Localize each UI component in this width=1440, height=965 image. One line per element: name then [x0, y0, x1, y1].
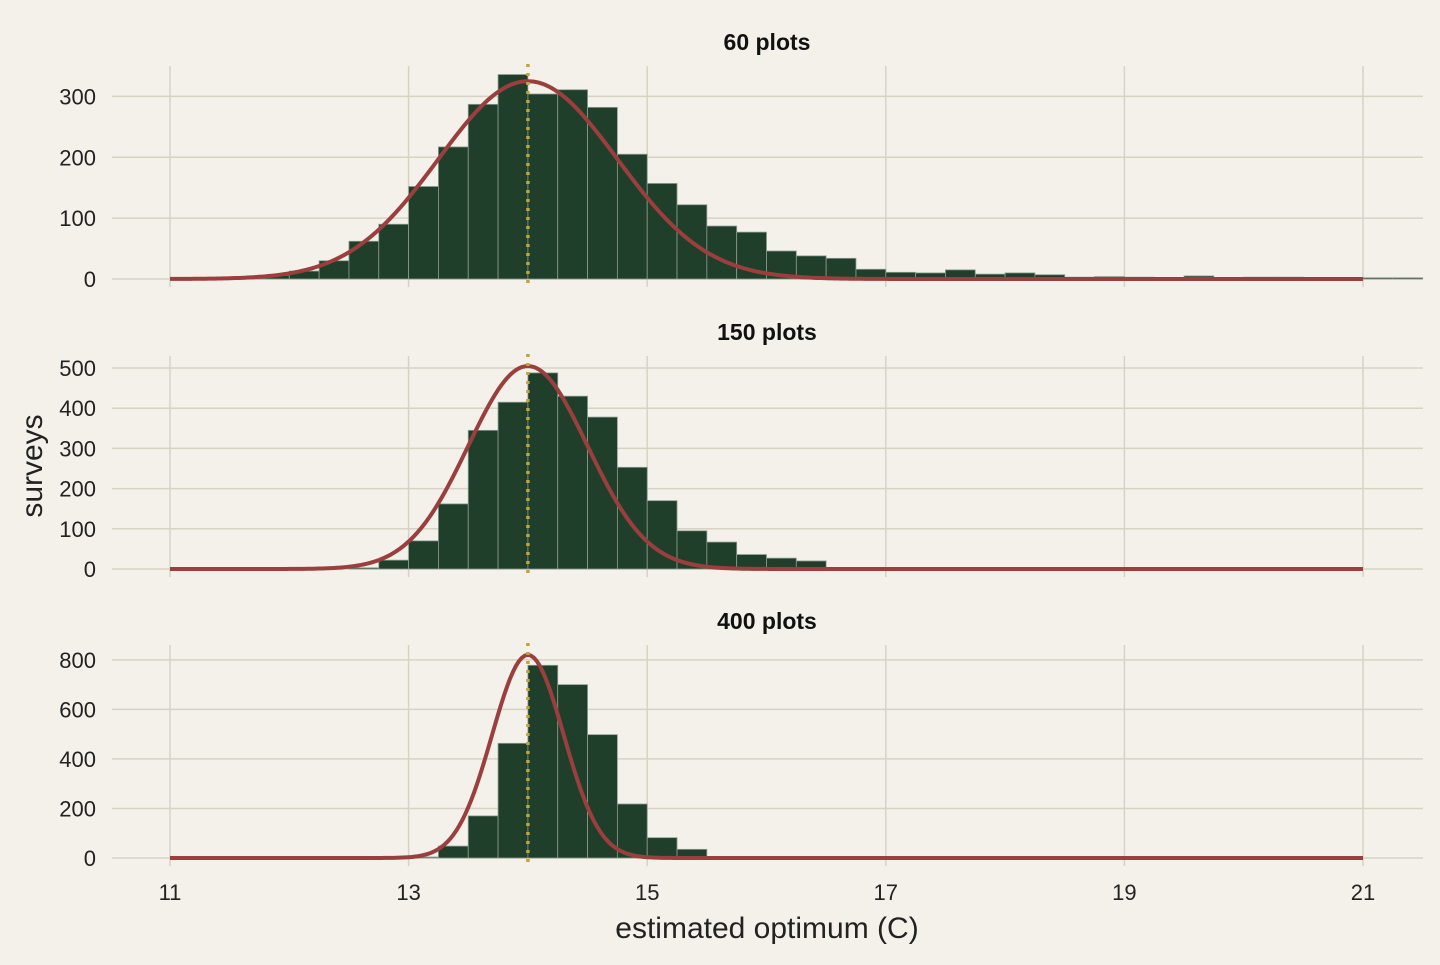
histogram-bar: [616, 803, 648, 859]
histogram-bar: [378, 223, 409, 280]
panel-title: 150 plots: [717, 319, 817, 345]
fitted-curve: [169, 79, 1363, 281]
histogram-bar: [467, 429, 499, 570]
histogram-bar: [616, 466, 648, 570]
x-tick-label: 21: [1351, 880, 1375, 905]
panel-1: 60 plots 0 100 200 300: [59, 29, 1424, 292]
y-tick-label: 400: [59, 396, 96, 421]
y-tick-label: 200: [59, 145, 96, 170]
histogram-bar: [587, 734, 618, 859]
histogram-bar: [438, 503, 469, 570]
histogram-bar: [348, 240, 380, 280]
y-tick-label: 200: [59, 796, 96, 821]
fitted-curve: [170, 364, 1363, 571]
panel-title: 400 plots: [717, 608, 817, 634]
histogram-bar: [438, 146, 469, 280]
fitted-curve: [170, 652, 1363, 860]
histogram-bar: [527, 372, 559, 570]
histogram-bar: [497, 74, 529, 280]
histogram-bar: [557, 395, 588, 570]
x-tick-label: 11: [159, 880, 182, 905]
x-axis-label: estimated optimum (C): [615, 912, 918, 945]
histogram-bar: [408, 186, 439, 280]
histogram-bar: [706, 541, 738, 570]
y-tick-label: 100: [59, 206, 96, 231]
histogram-bar: [557, 89, 588, 280]
y-tick-label: 300: [59, 84, 96, 109]
y-tick-label: 500: [59, 356, 96, 381]
y-tick-label: 300: [59, 436, 96, 461]
y-tick-label: 0: [84, 846, 96, 871]
histogram-bar: [646, 183, 678, 280]
histogram-bar: [1362, 277, 1394, 280]
histogram-bar: [408, 540, 439, 570]
panel-title: 60 plots: [724, 29, 811, 55]
histogram-bar: [467, 815, 499, 859]
y-tick-label: 100: [59, 517, 96, 542]
histogram-bar: [467, 103, 499, 280]
histogram-bar: [378, 559, 409, 570]
x-tick-label: 19: [1112, 880, 1136, 905]
histogram-bar: [616, 153, 648, 280]
panel-2: 150 plots 0 100 200 300 400 500: [59, 319, 1423, 582]
panels-layer: 60 plots 0 100 200 300 150 plots 0 100 200 300 400…: [59, 29, 1424, 905]
y-tick-label: 400: [59, 747, 96, 772]
histogram-bar: [825, 257, 857, 280]
panel-3: 400 plots 0 200 400 600 800 11 13 15 17 19 21: [59, 608, 1423, 905]
x-tick-label: 17: [874, 880, 898, 905]
histogram-bar: [497, 742, 529, 859]
y-tick-label: 600: [59, 697, 96, 722]
x-tick-label: 13: [396, 880, 420, 905]
x-tick-label: 15: [635, 880, 659, 905]
histogram-bar: [527, 93, 559, 280]
histogram-bar: [497, 401, 529, 570]
histogram-bar: [1392, 277, 1424, 280]
y-tick-label: 800: [59, 648, 96, 673]
histogram-bar: [587, 106, 618, 280]
y-tick-label: 200: [59, 477, 96, 502]
y-tick-label: 0: [84, 267, 96, 292]
y-axis-label: surveys: [16, 414, 49, 517]
histogram-bar: [646, 837, 678, 859]
y-tick-label: 0: [84, 557, 96, 582]
